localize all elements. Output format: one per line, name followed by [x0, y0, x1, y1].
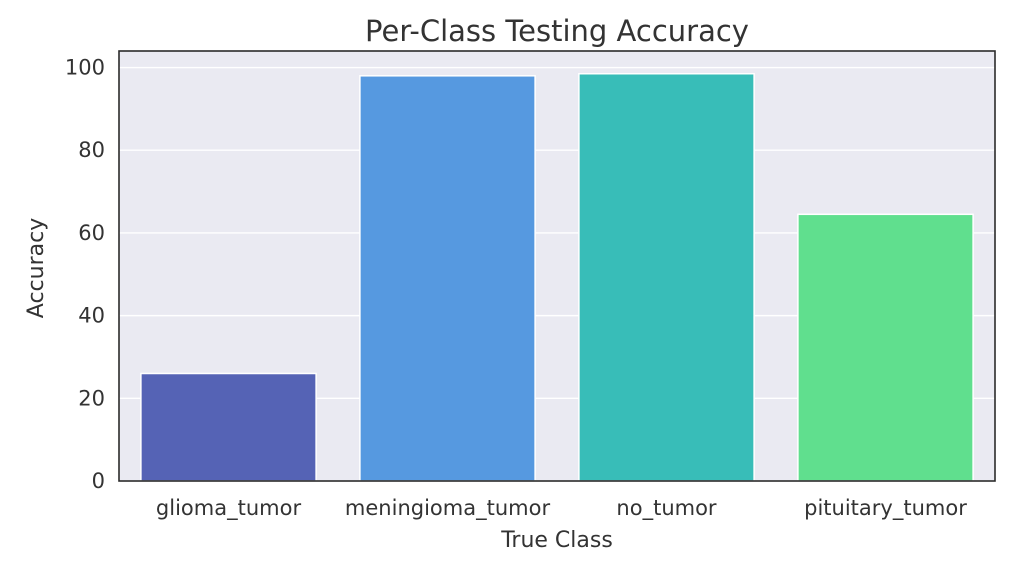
- x-tick-label: meningioma_tumor: [345, 496, 551, 521]
- x-tick-labels: glioma_tumor meningioma_tumor no_tumor pitu…: [156, 496, 967, 521]
- y-axis-label: Accuracy: [24, 218, 49, 318]
- x-axis-label: True Class: [500, 528, 613, 553]
- y-tick-label: 40: [78, 304, 105, 328]
- bars: [140, 72, 974, 482]
- x-tick-label: glioma_tumor: [156, 496, 302, 521]
- y-tick-label: 60: [78, 221, 105, 245]
- chart-title: Per-Class Testing Accuracy: [365, 14, 749, 48]
- bar-glioma-tumor: [140, 372, 317, 482]
- y-tick-labels: 0 20 40 60 80 100: [65, 56, 105, 493]
- bar-pituitary-tumor: [797, 213, 974, 482]
- y-tick-label: 80: [78, 138, 105, 162]
- bar-no-tumor: [578, 72, 755, 482]
- y-tick-label: 20: [78, 386, 105, 410]
- y-tick-label: 100: [65, 56, 105, 80]
- y-tick-label: 0: [92, 469, 105, 493]
- x-tick-label: no_tumor: [616, 496, 717, 521]
- bar-meningioma-tumor: [359, 75, 536, 482]
- plot-frame: [118, 50, 996, 482]
- x-tick-label: pituitary_tumor: [804, 496, 967, 521]
